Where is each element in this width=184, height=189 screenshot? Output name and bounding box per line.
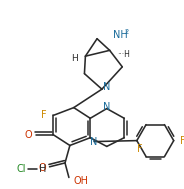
Text: F: F — [137, 144, 143, 154]
Text: H: H — [71, 54, 78, 63]
Text: N: N — [103, 82, 110, 92]
Text: O: O — [24, 130, 32, 140]
Text: F: F — [41, 110, 47, 120]
Text: NH: NH — [113, 30, 127, 40]
Text: H: H — [39, 164, 46, 174]
Text: N: N — [91, 137, 98, 147]
Text: 2: 2 — [124, 29, 128, 35]
Text: O: O — [39, 163, 47, 173]
Text: N: N — [103, 102, 110, 112]
Text: F: F — [180, 136, 184, 146]
Text: ···H: ···H — [117, 50, 130, 59]
Text: Cl: Cl — [17, 164, 26, 174]
Text: OH: OH — [74, 176, 89, 186]
